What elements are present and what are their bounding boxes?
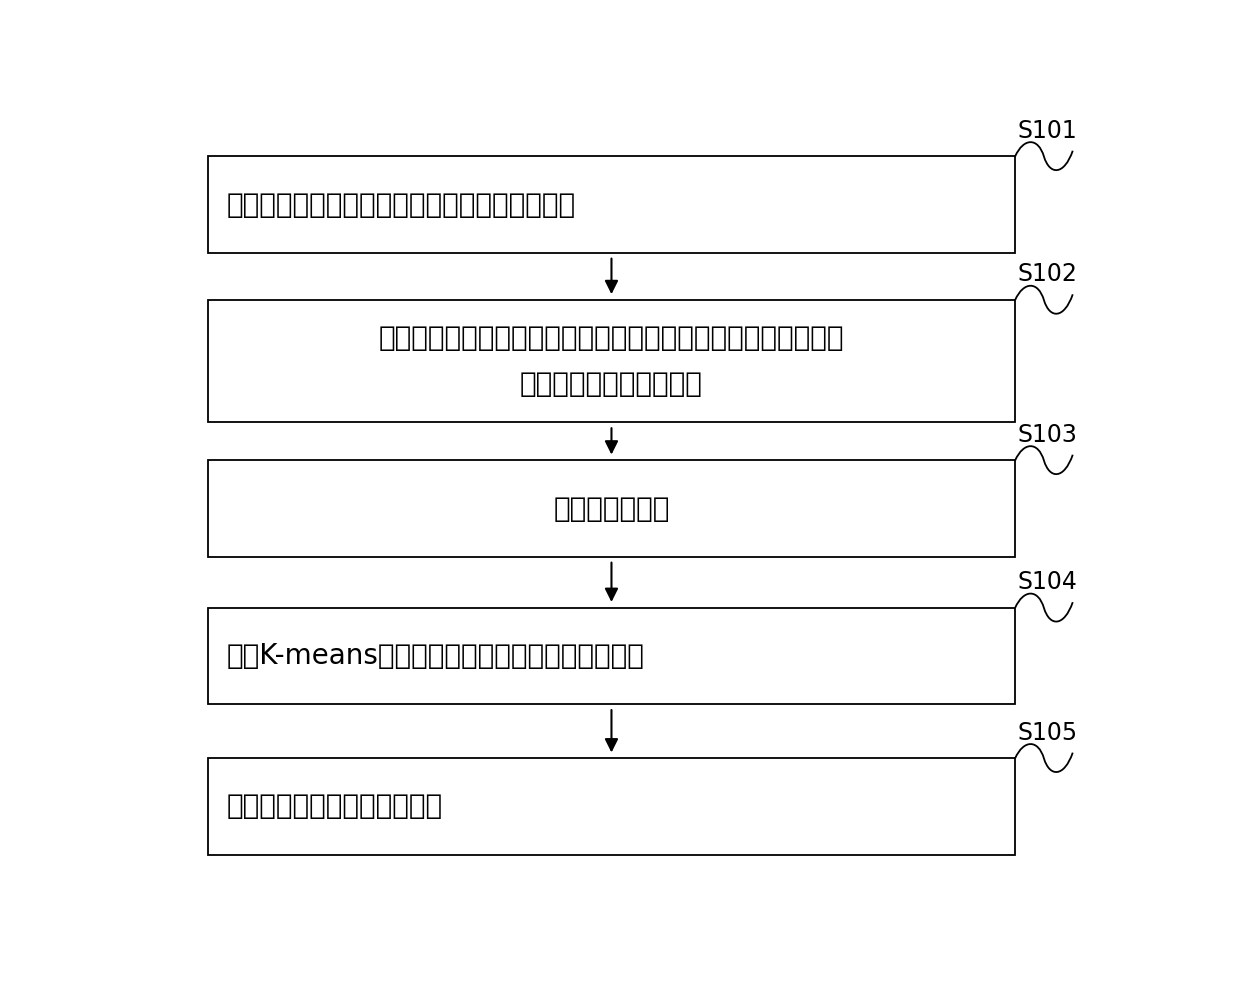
Text: 初始化置信矩阵: 初始化置信矩阵 [553, 495, 670, 523]
Text: S105: S105 [1018, 720, 1078, 745]
Text: S102: S102 [1018, 262, 1078, 287]
Text: 按行构造所述多侧面特征向量的质心矩阵，按列求所述质心矩阵: 按行构造所述多侧面特征向量的质心矩阵，按列求所述质心矩阵 [378, 324, 844, 352]
Text: S104: S104 [1018, 570, 1078, 594]
Bar [208, 608, 1016, 704]
Bar [208, 460, 1016, 557]
Text: S103: S103 [1018, 423, 1078, 446]
Bar [208, 300, 1016, 423]
Text: S101: S101 [1018, 119, 1078, 143]
Text: 的平均得到超级质心向量: 的平均得到超级质心向量 [520, 370, 703, 398]
Text: 构造暂态录波数据中侧面数据的多侧面特征向量: 构造暂态录波数据中侧面数据的多侧面特征向量 [227, 190, 577, 218]
Bar [208, 758, 1016, 855]
Text: 基于K-means对侧面数据进行聚类，获得聚类结果: 基于K-means对侧面数据进行聚类，获得聚类结果 [227, 642, 645, 670]
Bar [208, 157, 1016, 253]
Text: 根据聚类结果判定新故障类型: 根据聚类结果判定新故障类型 [227, 793, 443, 820]
